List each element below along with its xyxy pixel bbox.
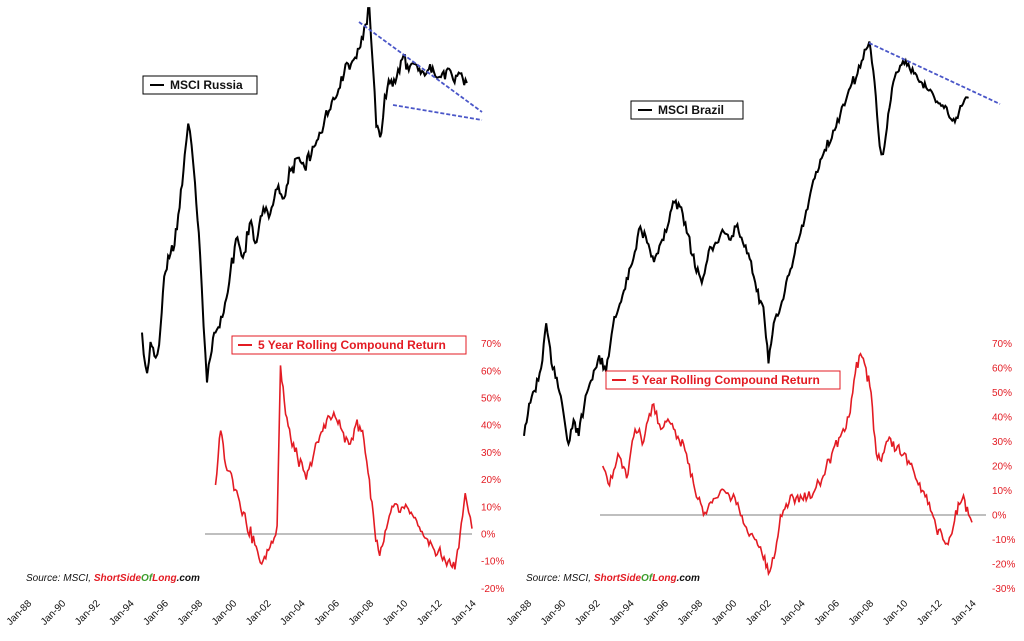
russia-x-axis: Jan-88 Jan-90 Jan-92 Jan-94 Jan-96 Jan-98 Jan-… — [5, 598, 479, 628]
brazil-x-tick-label: Jan-14 — [949, 598, 979, 628]
russia-x-tick-label: Jan-02 — [244, 598, 274, 628]
russia-x-tick-label: Jan-00 — [210, 598, 240, 628]
russia-price-line — [141, 7, 468, 383]
brazil-return-tick-label: 30% — [992, 437, 1012, 448]
russia-x-tick-label: Jan-04 — [278, 598, 308, 628]
brazil-x-tick-label: Jan-10 — [881, 598, 911, 628]
russia-panel: 70% 60% 50% 40% 30% 20% 10% 0% -10% -20% MSCI Rus… — [5, 7, 504, 628]
brazil-price-legend: MSCI Brazil — [630, 100, 744, 120]
russia-x-tick-label: Jan-08 — [347, 598, 377, 628]
brazil-return-tick-label: 70% — [992, 339, 1012, 350]
russia-return-tick-label: 10% — [481, 502, 501, 513]
brazil-return-tick-label: -20% — [992, 560, 1015, 571]
brazil-x-tick-label: Jan-00 — [710, 598, 740, 628]
brazil-x-tick-label: Jan-92 — [573, 598, 603, 628]
brazil-x-tick-label: Jan-98 — [676, 598, 706, 628]
russia-return-tick-label: 30% — [481, 448, 501, 459]
brazil-panel: 70% 60% 50% 40% 30% 20% 10% 0% -10% -20% -30% MSCI… — [505, 41, 1015, 628]
brazil-return-legend: 5 Year Rolling Compound Return — [605, 370, 841, 390]
brazil-price-legend-label: MSCI Brazil — [658, 103, 724, 117]
russia-return-line — [214, 365, 473, 570]
russia-x-tick-label: Jan-92 — [73, 598, 103, 628]
brazil-x-tick-label: Jan-96 — [642, 598, 672, 628]
russia-return-legend: 5 Year Rolling Compound Return — [231, 335, 467, 355]
russia-price-legend: MSCI Russia — [142, 75, 258, 95]
brazil-return-tick-label: 50% — [992, 388, 1012, 399]
russia-x-tick-label: Jan-88 — [5, 598, 35, 628]
brazil-x-tick-label: Jan-90 — [539, 598, 569, 628]
russia-return-tick-label: 40% — [481, 421, 501, 432]
russia-return-tick-label: 0% — [481, 530, 496, 541]
brazil-return-tick-label: -30% — [992, 584, 1015, 595]
brazil-trendline — [868, 42, 1001, 105]
russia-x-tick-label: Jan-12 — [415, 598, 445, 628]
russia-return-tick-label: 50% — [481, 394, 501, 405]
russia-price-legend-label: MSCI Russia — [170, 78, 243, 92]
brazil-x-tick-label: Jan-06 — [813, 598, 843, 628]
russia-return-axis: 70% 60% 50% 40% 30% 20% 10% 0% -10% -20% — [481, 339, 504, 595]
brazil-x-tick-label: Jan-12 — [915, 598, 945, 628]
russia-x-tick-label: Jan-14 — [449, 598, 479, 628]
russia-return-tick-label: 70% — [481, 339, 501, 350]
brazil-return-tick-label: 40% — [992, 413, 1012, 424]
russia-x-tick-label: Jan-94 — [107, 598, 137, 628]
brazil-source-note: Source: MSCI, ShortSideOfLong.com — [526, 573, 700, 584]
brazil-x-tick-label: Jan-04 — [778, 598, 808, 628]
russia-x-tick-label: Jan-98 — [176, 598, 206, 628]
brazil-x-axis: Jan-88 Jan-90 Jan-92 Jan-94 Jan-96 Jan-98 Jan-… — [505, 598, 979, 628]
russia-return-tick-label: 20% — [481, 475, 501, 486]
brazil-x-tick-label: Jan-94 — [607, 598, 637, 628]
brazil-return-line — [601, 352, 973, 577]
russia-lower-trendline — [392, 104, 483, 121]
brazil-x-tick-label: Jan-88 — [505, 598, 535, 628]
brazil-x-tick-label: Jan-08 — [847, 598, 877, 628]
russia-return-tick-label: -10% — [481, 557, 504, 568]
russia-x-tick-label: Jan-90 — [39, 598, 69, 628]
brazil-return-axis: 70% 60% 50% 40% 30% 20% 10% 0% -10% -20% -30% — [992, 339, 1015, 595]
russia-x-tick-label: Jan-96 — [142, 598, 172, 628]
brazil-price-line — [523, 41, 969, 448]
russia-x-tick-label: Jan-10 — [381, 598, 411, 628]
brazil-return-tick-label: 10% — [992, 486, 1012, 497]
russia-return-legend-label: 5 Year Rolling Compound Return — [258, 338, 446, 352]
brazil-return-tick-label: 20% — [992, 462, 1012, 473]
russia-source-note: Source: MSCI, ShortSideOfLong.com — [26, 573, 200, 584]
brazil-x-tick-label: Jan-02 — [744, 598, 774, 628]
brazil-return-tick-label: 0% — [992, 511, 1007, 522]
russia-return-tick-label: -20% — [481, 584, 504, 595]
brazil-return-tick-label: 60% — [992, 364, 1012, 375]
russia-upper-trendline — [358, 21, 483, 113]
russia-return-tick-label: 60% — [481, 366, 501, 377]
brazil-return-tick-label: -10% — [992, 535, 1015, 546]
russia-x-tick-label: Jan-06 — [313, 598, 343, 628]
brazil-return-legend-label: 5 Year Rolling Compound Return — [632, 373, 820, 387]
